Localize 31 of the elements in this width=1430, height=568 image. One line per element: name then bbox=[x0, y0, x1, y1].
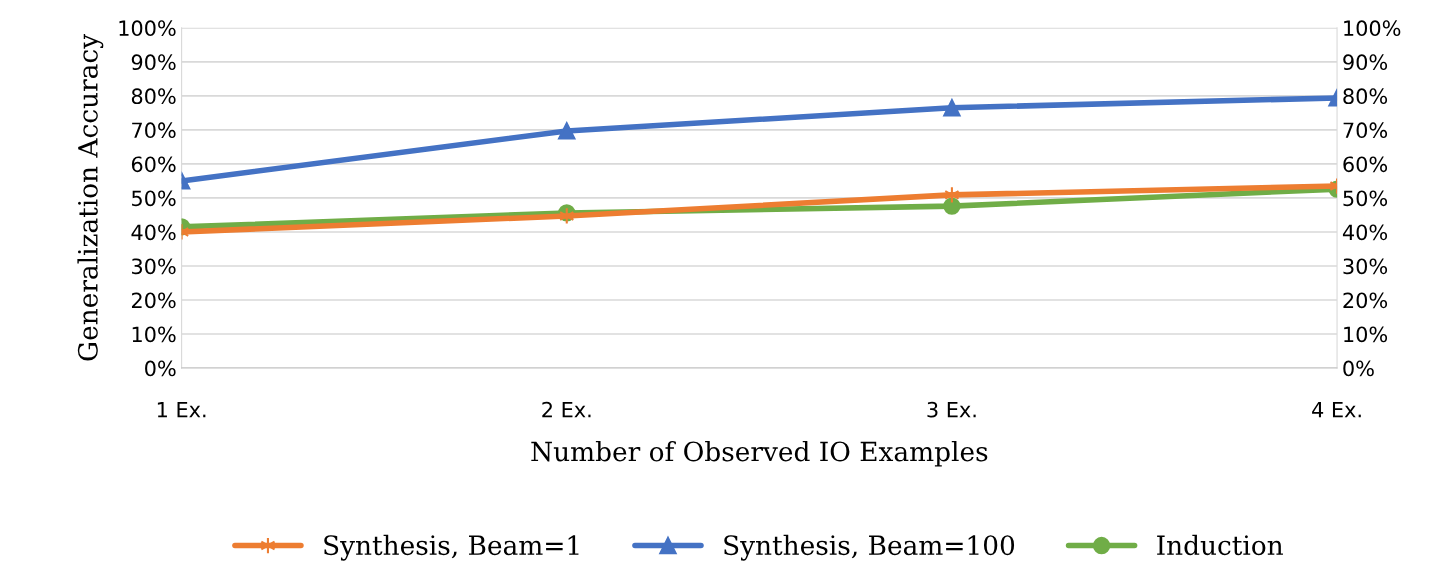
y2-tick-label: 80% bbox=[1343, 88, 1388, 105]
y-tick-label: 80% bbox=[131, 88, 176, 105]
y-tick-label: 60% bbox=[131, 156, 176, 173]
y2-tick-label: 90% bbox=[1343, 54, 1388, 71]
legend-label: Induction bbox=[1157, 534, 1283, 556]
x-axis-title: Number of Observed IO Examples bbox=[531, 441, 988, 467]
y-tick-label: 50% bbox=[132, 190, 176, 207]
x-tick-label: 3 Ex. bbox=[927, 401, 976, 418]
y-tick-label: 30% bbox=[132, 258, 176, 275]
y-tick-label: 20% bbox=[131, 292, 176, 309]
x-tick-label: 2 Ex. bbox=[542, 401, 591, 418]
y2-tick-label: 10% bbox=[1344, 326, 1388, 343]
x-tick-label: 1 Ex. bbox=[157, 402, 206, 418]
y-tick-label: 70% bbox=[132, 122, 176, 139]
legend-label: Synthesis, Beam=1 bbox=[324, 534, 579, 561]
y2-tick-label: 40% bbox=[1342, 224, 1388, 241]
y2-tick-label: 30% bbox=[1343, 258, 1388, 275]
legend-label: Synthesis, Beam=100 bbox=[724, 534, 1015, 561]
y2-tick-label: 100% bbox=[1344, 20, 1401, 37]
y-tick-label: 0% bbox=[145, 360, 176, 377]
y-tick-label: 100% bbox=[119, 20, 176, 37]
y-tick-label: 90% bbox=[131, 54, 176, 71]
y2-tick-label: 70% bbox=[1343, 122, 1388, 139]
y2-tick-label: 0% bbox=[1343, 360, 1374, 377]
y2-tick-label: 60% bbox=[1343, 156, 1388, 173]
y-tick-label: 40% bbox=[131, 224, 176, 241]
y-tick-label: 10% bbox=[132, 326, 176, 343]
y2-tick-label: 50% bbox=[1343, 190, 1388, 207]
y-axis-title: Generalization Accuracy bbox=[77, 33, 104, 361]
y2-tick-label: 20% bbox=[1343, 292, 1388, 309]
x-tick-label: 4 Ex. bbox=[1312, 402, 1361, 418]
